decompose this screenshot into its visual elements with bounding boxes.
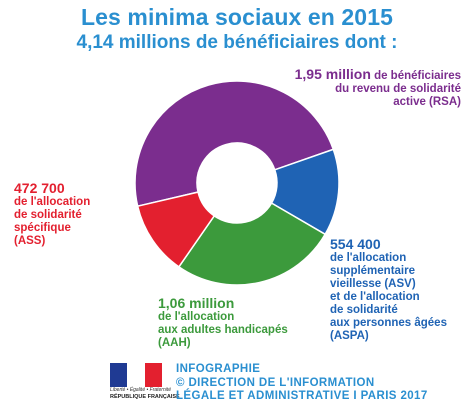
slice-rsa bbox=[134, 80, 335, 208]
aspa-line: de l'allocation bbox=[330, 252, 407, 264]
flag-stripe-red bbox=[144, 363, 162, 387]
ass-line: spécifique bbox=[14, 222, 71, 234]
aah-line: (AAH) bbox=[158, 337, 191, 349]
chart-title: Les minima sociaux en 2015 bbox=[81, 4, 393, 30]
flag-icon bbox=[110, 363, 162, 387]
slice-ass bbox=[136, 191, 216, 268]
ass-line: de l'allocation bbox=[14, 196, 91, 208]
aah-value: 1,06 million bbox=[158, 295, 235, 311]
aspa-line: (ASPA) bbox=[330, 330, 369, 342]
label-aah: 1,06 million de l'allocation aux adultes… bbox=[158, 295, 328, 350]
aah-line: aux adultes handicapés bbox=[158, 324, 288, 336]
logo-name: RÉPUBLIQUE FRANÇAISE bbox=[110, 394, 180, 400]
rsa-text-3: active (RSA) bbox=[393, 96, 461, 108]
ass-line: de solidarité bbox=[14, 209, 82, 221]
aspa-line: et de l'allocation bbox=[330, 291, 420, 303]
ass-value: 472 700 bbox=[14, 180, 65, 196]
credit-line: © DIRECTION DE L'INFORMATION bbox=[176, 376, 375, 389]
logo-motto: Liberté • Égalité • Fraternité bbox=[110, 387, 172, 393]
aspa-line: supplémentaire bbox=[330, 265, 415, 277]
flag-stripe-white bbox=[127, 363, 145, 387]
flag-stripe-blue bbox=[110, 363, 128, 387]
chart-subtitle: 4,14 millions de bénéficiaires dont : bbox=[76, 32, 398, 53]
label-ass: 472 700 de l'allocation de solidarité sp… bbox=[14, 180, 134, 248]
republique-francaise-logo: Liberté • Égalité • Fraternité RÉPUBLIQU… bbox=[110, 363, 180, 400]
credit-line: INFOGRAPHIE bbox=[176, 363, 261, 375]
label-aspa: 554 400 de l'allocation supplémentaire v… bbox=[330, 236, 470, 343]
credits: INFOGRAPHIE © DIRECTION DE L'INFORMATION… bbox=[176, 363, 466, 404]
rsa-text-1: de bénéficiaires bbox=[370, 70, 461, 82]
aspa-line: aux personnes âgées bbox=[330, 317, 447, 329]
footer: Liberté • Égalité • Fraternité RÉPUBLIQU… bbox=[0, 355, 474, 413]
credit-line: LÉGALE ET ADMINISTRATIVE I PARIS 2017 bbox=[176, 390, 428, 402]
aah-line: de l'allocation bbox=[158, 311, 235, 323]
label-rsa: 1,95 million de bénéficiaires du revenu … bbox=[289, 66, 461, 109]
ass-line: (ASS) bbox=[14, 235, 46, 247]
aspa-line: de solidarité bbox=[330, 304, 398, 316]
aspa-line: vieillesse (ASV) bbox=[330, 278, 416, 290]
rsa-text-2: du revenu de solidarité bbox=[335, 83, 461, 95]
slice-aah bbox=[177, 202, 327, 286]
aspa-value: 554 400 bbox=[330, 236, 381, 252]
rsa-value: 1,95 million bbox=[294, 66, 371, 82]
